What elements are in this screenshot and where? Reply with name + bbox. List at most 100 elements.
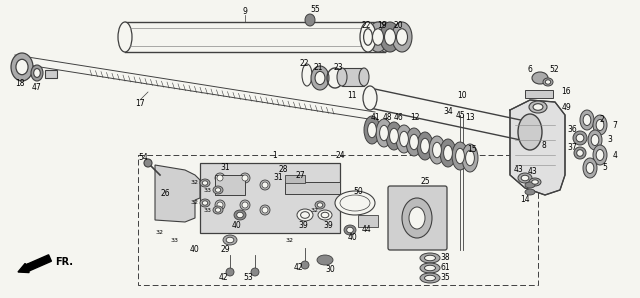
Ellipse shape [390, 128, 398, 144]
Ellipse shape [318, 210, 332, 220]
Ellipse shape [335, 191, 375, 215]
Text: 16: 16 [561, 88, 571, 97]
Text: 8: 8 [541, 140, 547, 150]
Text: 25: 25 [420, 178, 430, 187]
Text: 22: 22 [300, 60, 308, 69]
Text: 34: 34 [443, 108, 453, 117]
Text: 33: 33 [171, 238, 179, 243]
Bar [358, 215, 378, 227]
Ellipse shape [297, 209, 313, 221]
Text: 35: 35 [440, 274, 450, 283]
Ellipse shape [417, 132, 433, 160]
Text: 22: 22 [361, 21, 371, 30]
Ellipse shape [347, 227, 353, 233]
Ellipse shape [545, 80, 551, 84]
Ellipse shape [378, 22, 392, 52]
Ellipse shape [340, 195, 370, 211]
Ellipse shape [213, 206, 223, 214]
Ellipse shape [311, 66, 329, 90]
Ellipse shape [321, 212, 329, 218]
Text: 20: 20 [393, 21, 403, 30]
Text: 14: 14 [520, 195, 530, 204]
Ellipse shape [215, 188, 221, 192]
Text: 27: 27 [295, 170, 305, 179]
Text: 50: 50 [353, 187, 363, 196]
Ellipse shape [409, 207, 425, 229]
Text: 19: 19 [377, 21, 387, 30]
Text: 54: 54 [138, 153, 148, 162]
Ellipse shape [363, 86, 377, 110]
Text: 36: 36 [567, 125, 577, 134]
Ellipse shape [420, 273, 440, 283]
Text: 42: 42 [218, 274, 228, 283]
Bar [285, 175, 305, 183]
Text: 1: 1 [273, 150, 277, 159]
Text: 9: 9 [243, 7, 248, 16]
Ellipse shape [420, 138, 429, 154]
Ellipse shape [452, 142, 468, 170]
Ellipse shape [11, 53, 33, 81]
Text: 13: 13 [465, 114, 475, 122]
Text: 4: 4 [612, 150, 618, 159]
Text: 29: 29 [220, 246, 230, 254]
Ellipse shape [532, 72, 548, 84]
Text: 46: 46 [393, 113, 403, 122]
Ellipse shape [583, 158, 597, 178]
Text: 5: 5 [603, 164, 607, 173]
Text: 32: 32 [311, 207, 319, 212]
Text: 42: 42 [293, 263, 303, 272]
Text: 32: 32 [191, 201, 199, 206]
Circle shape [242, 175, 248, 181]
Text: 28: 28 [278, 165, 288, 175]
Ellipse shape [525, 189, 535, 195]
Ellipse shape [359, 68, 369, 86]
Ellipse shape [376, 119, 392, 147]
Ellipse shape [215, 208, 221, 212]
Ellipse shape [392, 22, 412, 52]
Polygon shape [510, 100, 565, 195]
Ellipse shape [380, 125, 388, 141]
Ellipse shape [424, 265, 435, 271]
Ellipse shape [440, 139, 456, 167]
Text: 23: 23 [333, 63, 343, 72]
Circle shape [242, 202, 248, 208]
Text: 32: 32 [191, 181, 199, 185]
Ellipse shape [344, 225, 356, 235]
Ellipse shape [529, 178, 541, 186]
Text: 52: 52 [549, 66, 559, 74]
Ellipse shape [433, 142, 442, 158]
Ellipse shape [301, 261, 309, 269]
Ellipse shape [317, 255, 333, 265]
Ellipse shape [518, 114, 542, 150]
Ellipse shape [593, 115, 607, 135]
Ellipse shape [533, 104, 543, 110]
Text: 10: 10 [457, 91, 467, 100]
Ellipse shape [202, 201, 208, 205]
Ellipse shape [360, 22, 376, 52]
Bar [215, 175, 245, 195]
Text: 40: 40 [347, 234, 357, 243]
Text: 53: 53 [243, 274, 253, 283]
Ellipse shape [301, 212, 309, 218]
Ellipse shape [583, 114, 591, 125]
Ellipse shape [532, 180, 538, 184]
Ellipse shape [586, 162, 594, 173]
Text: 24: 24 [335, 150, 345, 159]
Ellipse shape [364, 29, 372, 45]
Text: 30: 30 [325, 266, 335, 274]
Circle shape [262, 207, 268, 213]
Text: 61: 61 [440, 263, 450, 272]
Ellipse shape [364, 116, 380, 144]
Text: 40: 40 [190, 246, 200, 254]
Ellipse shape [521, 175, 529, 181]
Ellipse shape [251, 268, 259, 276]
Ellipse shape [462, 144, 478, 172]
Circle shape [262, 182, 268, 188]
Bar [200, 163, 340, 233]
Ellipse shape [588, 130, 602, 150]
Circle shape [260, 205, 270, 215]
Ellipse shape [396, 125, 412, 153]
Ellipse shape [420, 263, 440, 273]
Circle shape [240, 200, 250, 210]
Ellipse shape [591, 134, 599, 145]
